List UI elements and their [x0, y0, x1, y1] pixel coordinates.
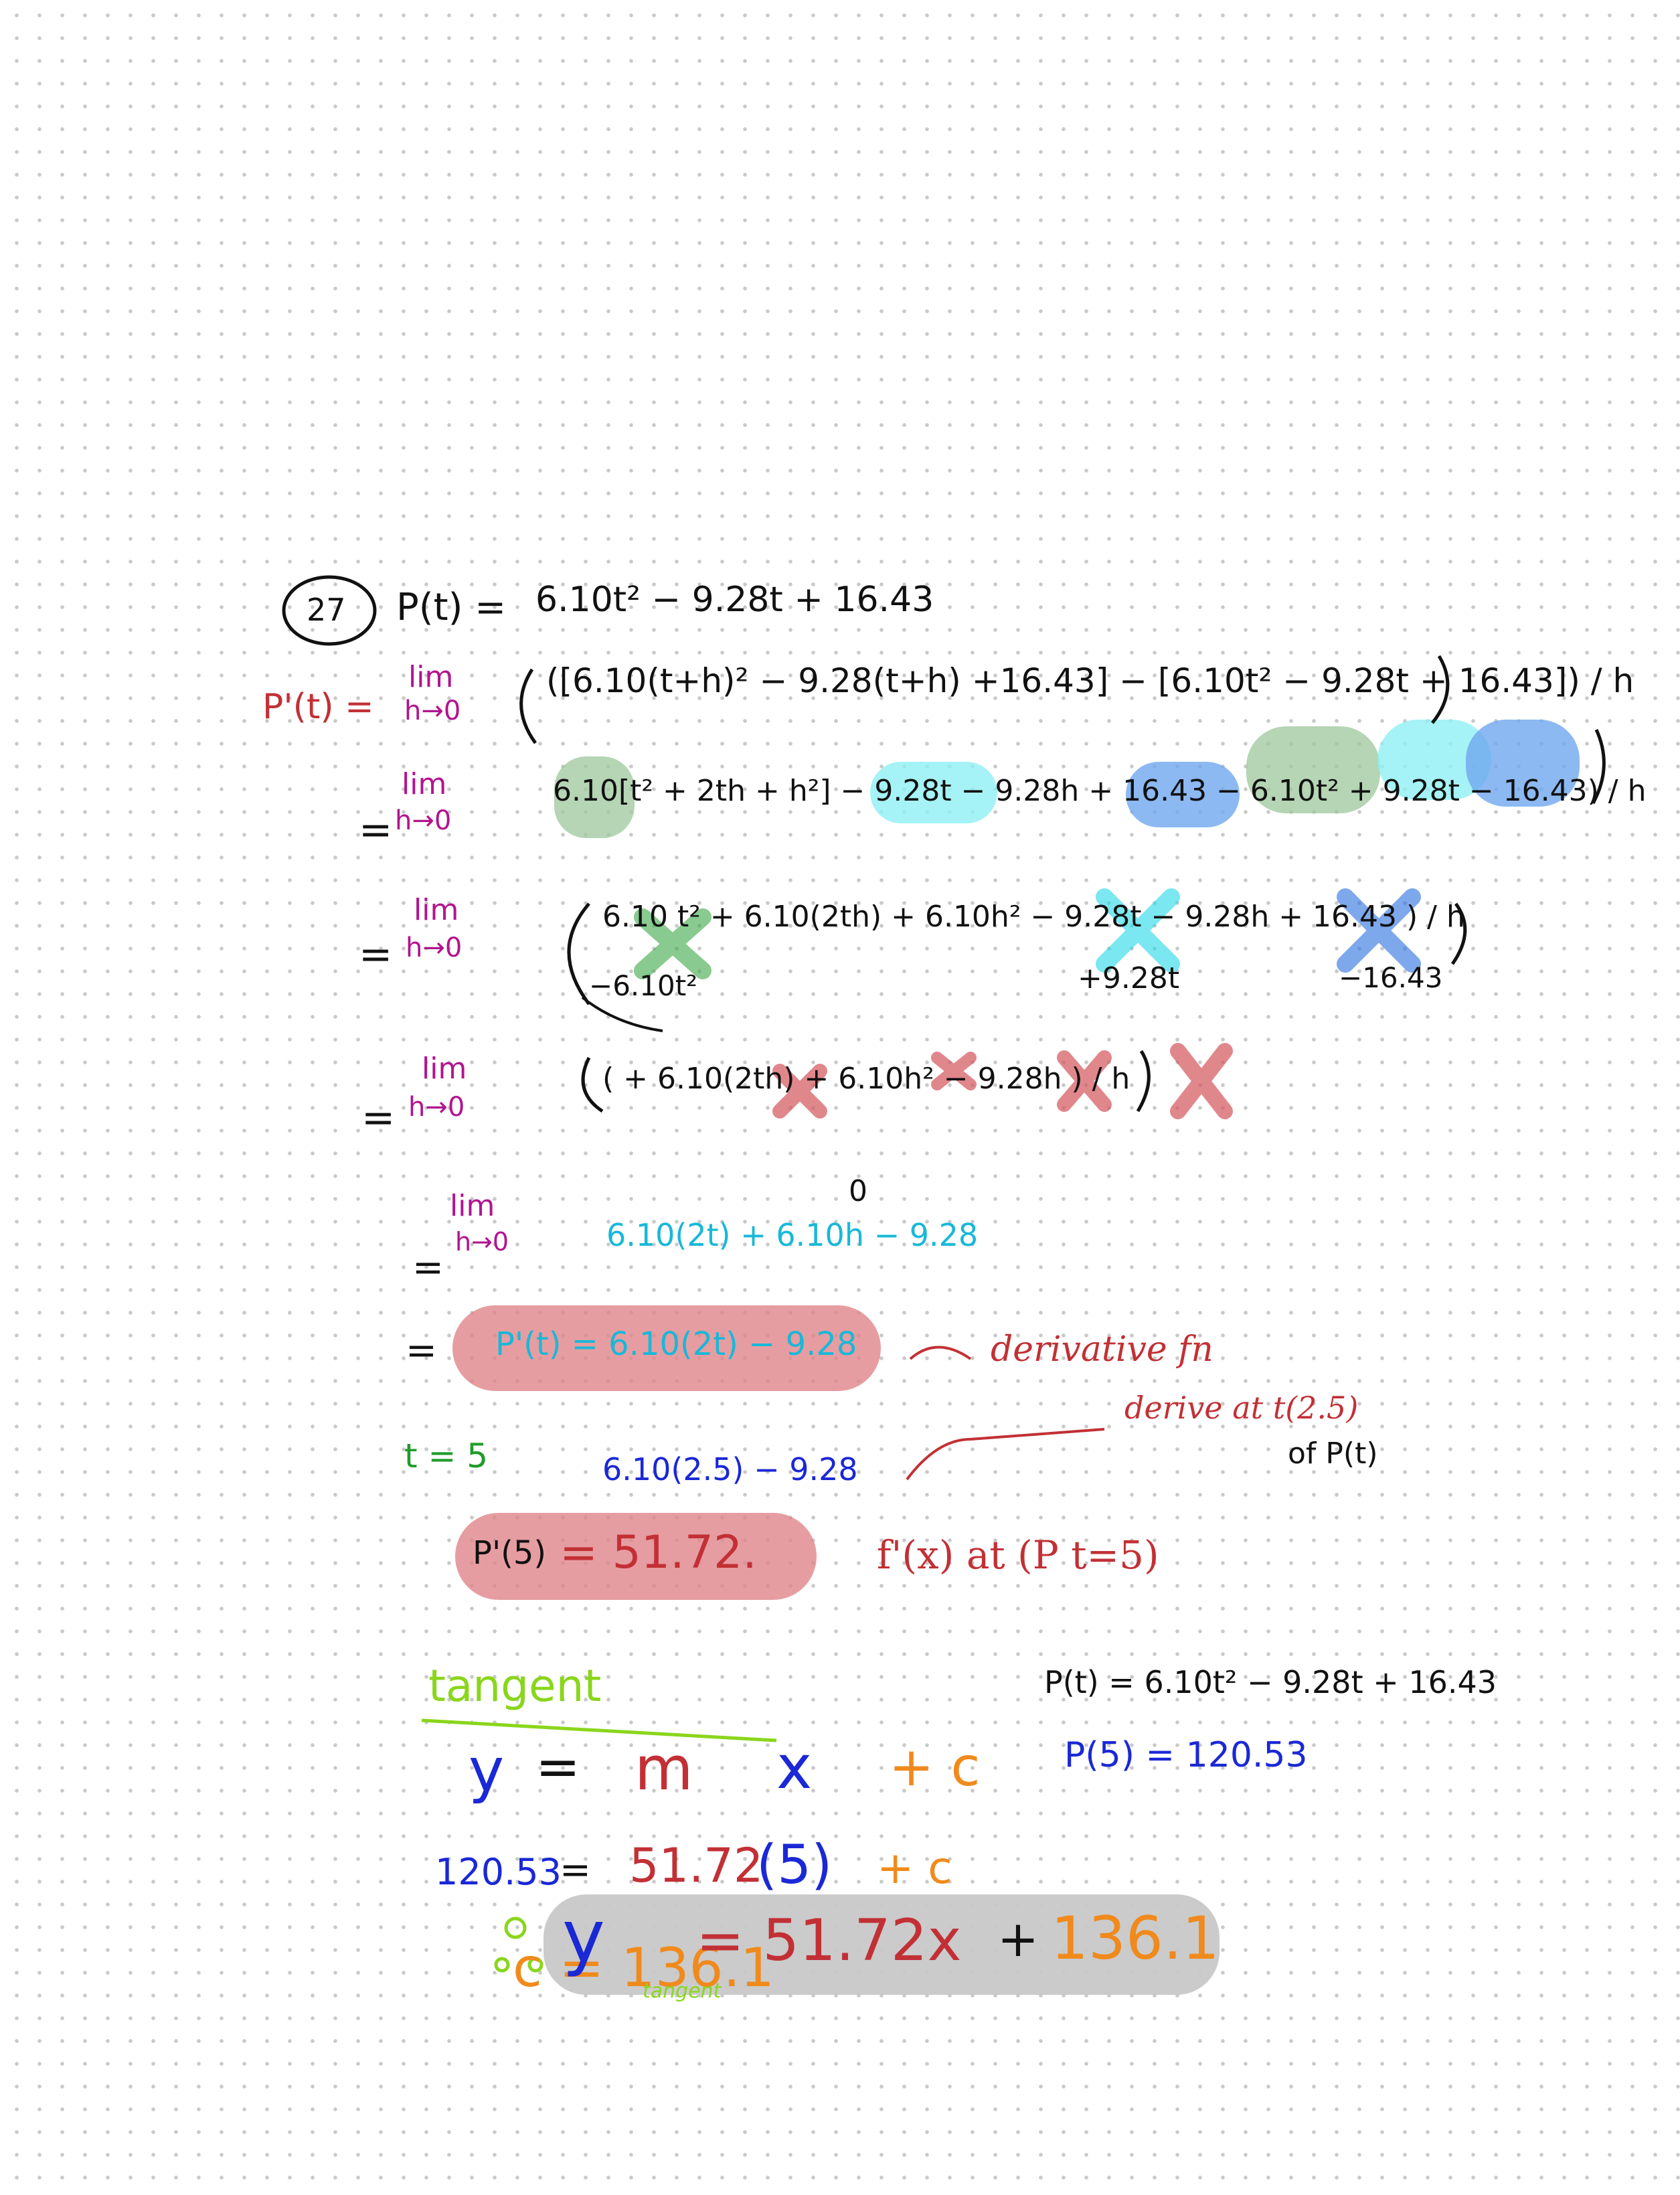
- line6-equals: =: [406, 1329, 437, 1372]
- arrow-derivative-note: [909, 1346, 972, 1360]
- line5-expression: 6.10(2t) + 6.10h − 9.28: [606, 1217, 979, 1253]
- tangent-eq: =: [535, 1736, 581, 1798]
- highlight-green-minus-6-10t2: [1246, 726, 1380, 813]
- cross-blue-16-43: [1337, 888, 1421, 973]
- tangent-underline: [421, 1718, 777, 1742]
- line3-equals: =: [359, 931, 393, 978]
- tangent-y: y: [469, 1735, 505, 1805]
- function-lhs: P(t) =: [396, 586, 507, 629]
- note-of-pt: of P(t): [1288, 1437, 1378, 1471]
- line3-bottom-right: −16.43: [1339, 961, 1443, 994]
- limit-label-4: lim: [422, 1052, 467, 1086]
- limit-sub-5: h→0: [455, 1227, 509, 1256]
- sub-m: 51.72: [629, 1838, 764, 1893]
- cross-cyan-9-28t: [1096, 888, 1180, 973]
- limit-label-5: lim: [450, 1189, 495, 1223]
- problem-number: 27: [307, 592, 346, 628]
- paren-close-line1: [1431, 655, 1450, 724]
- derivative-lhs: P'(t) =: [262, 687, 374, 727]
- limit-sub-1: h→0: [404, 696, 461, 726]
- line8-lhs: P'(5): [473, 1534, 547, 1572]
- tangent-x: x: [776, 1732, 813, 1803]
- sub-lhs: 120.53: [435, 1851, 562, 1893]
- dot-2: [494, 1957, 510, 1973]
- sub-plus-c: + c: [877, 1842, 952, 1894]
- line3-bottom-mid: +9.28t: [1078, 961, 1180, 995]
- line1-expression: ([6.10(t+h)² − 9.28(t+h) +16.43] − [6.10…: [546, 661, 1634, 700]
- arrow-derive-at-note: [906, 1428, 1105, 1481]
- line8-value: = 51.72.: [560, 1526, 757, 1579]
- paren-close-line4: [1136, 1050, 1151, 1113]
- limit-label-3: lim: [414, 893, 459, 927]
- cross-red-h1: [772, 1064, 827, 1119]
- line5-equals: =: [412, 1246, 444, 1289]
- cross-red-h3: [1057, 1050, 1112, 1112]
- highlight-red-derivative: [452, 1305, 881, 1391]
- highlight-green-6-10: [554, 756, 635, 838]
- line7-expression: 6.10(2.5) − 9.28: [602, 1451, 858, 1487]
- line6-expression: P'(t) = 6.10(2t) − 9.28: [495, 1325, 857, 1363]
- limit-sub-2: h→0: [395, 805, 452, 836]
- final-plus: +: [997, 1911, 1039, 1968]
- paren-open-line4: [581, 1056, 604, 1113]
- final-sub: tangent: [643, 1979, 722, 2003]
- line4-equals: =: [361, 1094, 396, 1141]
- final-y: y: [562, 1895, 605, 1979]
- highlight-cyan-minus-9-28t: [870, 762, 997, 823]
- sub-x: (5): [756, 1834, 833, 1896]
- line4-expression: ( + 6.10(2th) + 6.10h² − 9.28h ) / h: [602, 1062, 1130, 1096]
- line3-top-expression: 6.10 t² + 6.10(2th) + 6.10h² − 9.28t − 9…: [602, 900, 1465, 934]
- side-value: P(5) = 120.53: [1064, 1735, 1308, 1775]
- cross-red-h4: [1170, 1043, 1233, 1119]
- cross-green-t2: [634, 908, 711, 979]
- paren-tail-line3: [581, 996, 663, 1032]
- final-rhs-m: = 51.72x: [696, 1907, 962, 1974]
- highlight-blue-16-43: [1126, 762, 1240, 827]
- highlight-gray-final: [543, 1894, 1220, 1995]
- function-rhs: 6.10t² − 9.28t + 16.43: [535, 580, 934, 620]
- note-derive-at: derive at t(2.5): [1124, 1390, 1359, 1426]
- line2-equals: =: [359, 807, 393, 853]
- tangent-heading: tangent: [428, 1660, 602, 1712]
- dot-1: [504, 1917, 527, 1939]
- highlight-red-p5: [455, 1513, 817, 1600]
- paren-open-line3: [567, 902, 591, 1005]
- side-function: P(t) = 6.10t² − 9.28t + 16.43: [1044, 1664, 1497, 1700]
- paren-close-line3: [1450, 902, 1467, 965]
- line3-bottom-left: −6.10t²: [589, 969, 698, 1002]
- tangent-m: m: [635, 1734, 693, 1804]
- note-derivative-fn: derivative fn: [991, 1329, 1213, 1370]
- highlight-blue-minus-16-43: [1466, 720, 1580, 807]
- line5-zero: 0: [849, 1174, 867, 1208]
- line2-expression: 6.10[t² + 2th + h²] − 9.28t − 9.28h + 16…: [553, 774, 1647, 808]
- paren-line1: [519, 668, 537, 744]
- limit-label-2: lim: [402, 767, 447, 801]
- limit-label-1: lim: [408, 660, 454, 694]
- tangent-plus-c: + c: [889, 1736, 981, 1798]
- limit-sub-3: h→0: [406, 932, 463, 963]
- line7-lhs: t = 5: [404, 1437, 489, 1475]
- dot-3: [527, 1957, 543, 1973]
- cross-red-h2: [931, 1052, 977, 1090]
- c-value: c = 136.1: [513, 1937, 774, 1999]
- note-fprime: f'(x) at (P t=5): [877, 1532, 1159, 1578]
- final-c: 136.1: [1051, 1904, 1220, 1973]
- limit-sub-4: h→0: [408, 1092, 465, 1123]
- sub-eq: =: [560, 1848, 591, 1892]
- paren-close-line2: [1591, 728, 1606, 805]
- problem-number-circle: [282, 575, 377, 646]
